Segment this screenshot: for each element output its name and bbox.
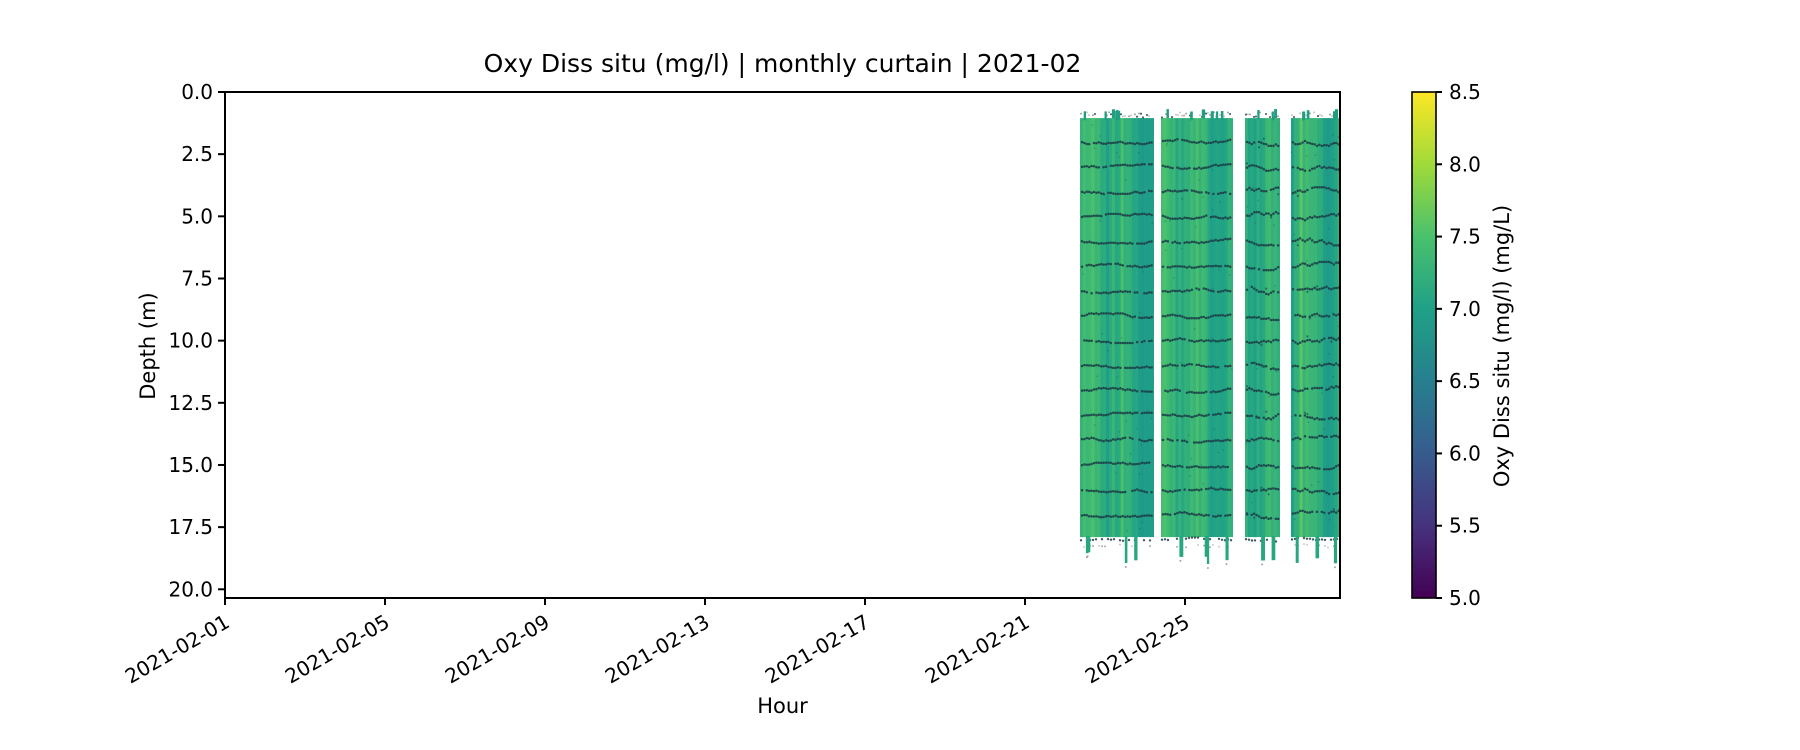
y-tick-label: 15.0: [168, 453, 213, 477]
colorbar-gradient: [1412, 92, 1436, 598]
colorbar-tick-label: 8.0: [1449, 152, 1481, 176]
x-tick-label: 2021-02-13: [601, 610, 714, 689]
x-axis-label: Hour: [757, 694, 808, 718]
curtain-band: [1160, 109, 1233, 569]
y-tick-label: 5.0: [181, 204, 213, 228]
y-tick-label: 2.5: [181, 142, 213, 166]
y-tick-label: 20.0: [168, 577, 213, 601]
y-tick-label: 7.5: [181, 266, 213, 290]
x-tick-label: 2021-02-25: [1081, 610, 1194, 689]
colorbar-tick-label: 7.0: [1449, 297, 1481, 321]
colorbar: 5.0 5.5 6.0 6.5 7.0 7.5 8.0 8.5: [1411, 80, 1481, 610]
plot-border: [224, 91, 1341, 599]
colorbar-border: [1411, 91, 1437, 599]
curtain-band: [1079, 109, 1154, 568]
x-tick-label: 2021-02-05: [281, 610, 394, 689]
curtain-bands: [1079, 109, 1340, 569]
y-tick-label: 17.5: [168, 515, 213, 539]
y-tick-label: 0.0: [181, 80, 213, 104]
colorbar-tick-label: 7.5: [1449, 225, 1481, 249]
colorbar-tick-label: 6.0: [1449, 441, 1481, 465]
y-tick-label: 12.5: [168, 391, 213, 415]
curtain-band: [1290, 109, 1340, 569]
colorbar-tick-label: 8.5: [1449, 80, 1481, 104]
y-tick-label: 10.0: [168, 329, 213, 353]
colorbar-tick-label: 6.5: [1449, 369, 1481, 393]
colorbar-tick-label: 5.0: [1449, 586, 1481, 610]
chart-title: Oxy Diss situ (mg/l) | monthly curtain |…: [483, 49, 1082, 78]
x-tick-label: 2021-02-21: [921, 610, 1034, 689]
x-tick-label: 2021-02-01: [121, 610, 234, 689]
axes: 0.0 2.5 5.0 7.5 10.0 12.5 15.0 17.5 20.0 2021-02-…: [121, 80, 1341, 689]
x-tick-label: 2021-02-09: [441, 610, 554, 689]
curtain-band: [1244, 109, 1280, 566]
colorbar-tick-label: 5.5: [1449, 514, 1481, 538]
x-tick-label: 2021-02-17: [761, 610, 874, 689]
